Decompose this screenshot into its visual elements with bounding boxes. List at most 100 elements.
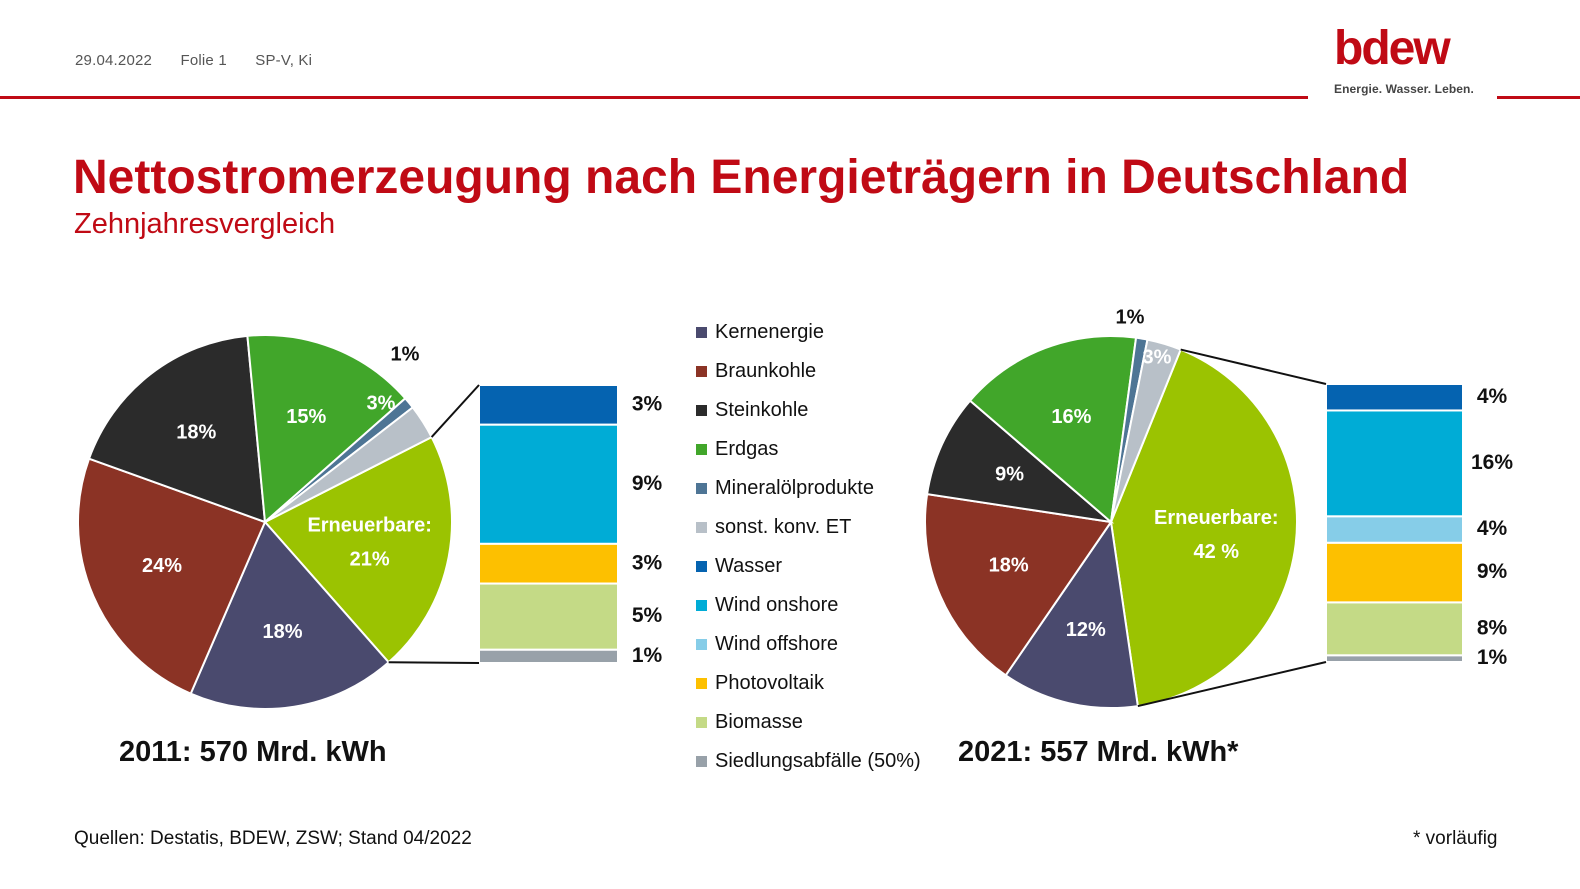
pie-slice: [924, 492, 1113, 677]
slide-number: Folie 1: [180, 52, 227, 69]
legend-label: Steinkohle: [715, 399, 809, 421]
breakdown-segment: [1325, 383, 1464, 412]
breakdown-label: 9%: [632, 472, 663, 495]
slice-label: 1%: [391, 343, 420, 365]
legend-swatch: [696, 483, 707, 494]
breakdown-segment: [478, 648, 619, 664]
breakdown-segment: [1325, 409, 1464, 518]
caption-2011: 2011: 570 Mrd. kWh: [119, 736, 387, 768]
breakdown-label: 16%: [1471, 451, 1513, 474]
pie-slice: [968, 335, 1138, 524]
breakdown-label: 5%: [632, 604, 663, 627]
logo-word: bdew: [1334, 22, 1451, 75]
legend-item: Wind offshore: [696, 625, 921, 664]
legend-item: Biomasse: [696, 703, 921, 742]
legend-swatch: [696, 444, 707, 455]
breakdown-segment: [478, 582, 619, 651]
legend-label: Erdgas: [715, 438, 779, 460]
breakdown-label: 3%: [632, 551, 663, 574]
breakdown-label: 1%: [1477, 646, 1508, 669]
bdew-logo: bdew Energie. Wasser. Leben.: [1334, 22, 1474, 97]
pie-slice: [87, 334, 267, 524]
slice-label: 18%: [176, 422, 216, 444]
legend-swatch: [696, 600, 707, 611]
header-rule-right: [1497, 96, 1580, 99]
slice-label: 9%: [995, 464, 1024, 486]
slice-label: 3%: [1143, 346, 1172, 368]
logo-tagline: Energie. Wasser. Leben.: [1334, 82, 1474, 96]
breakdown-label: 4%: [1477, 385, 1508, 408]
slide-date: 29.04.2022: [75, 52, 153, 69]
slide-meta: 29.04.2022 Folie 1 SP-V, Ki: [75, 52, 336, 69]
breakdown-segment: [478, 542, 619, 585]
breakdown-label: 9%: [1477, 560, 1508, 583]
legend-item: Siedlungsabfälle (50%): [696, 742, 921, 781]
connector-line: [1180, 348, 1327, 385]
legend-item: sonst. konv. ET: [696, 508, 921, 547]
connector-line: [430, 384, 480, 438]
legend-swatch: [696, 522, 707, 533]
legend-label: Siedlungsabfälle (50%): [715, 750, 921, 772]
legend: Kernenergie Braunkohle Steinkohle Erdgas Min…: [696, 313, 921, 781]
breakdown-segment: [478, 423, 619, 545]
slice-label: Erneuerbare:: [1154, 507, 1279, 529]
breakdown-label: 1%: [632, 644, 663, 667]
pie-slice: [1109, 348, 1298, 708]
legend-label: Mineralölprodukte: [715, 477, 874, 499]
pie-slice: [189, 520, 391, 710]
legend-swatch: [696, 327, 707, 338]
header-rule-left: [0, 96, 1308, 99]
legend-label: Biomasse: [715, 711, 803, 733]
breakdown-segment: [1325, 654, 1464, 664]
source-note: Quellen: Destatis, BDEW, ZSW; Stand 04/2…: [74, 828, 472, 849]
pie-slice: [1110, 338, 1182, 523]
connector-line: [388, 661, 480, 664]
legend-swatch: [696, 405, 707, 416]
legend-label: Wind onshore: [715, 594, 839, 616]
pie-slice: [925, 399, 1115, 524]
slice-label: 12%: [1066, 619, 1106, 641]
legend-label: Photovoltaik: [715, 672, 824, 694]
slice-label: 24%: [142, 555, 182, 577]
connector-line: [1137, 661, 1327, 708]
slice-label: 18%: [989, 555, 1029, 577]
breakdown-segment: [478, 384, 619, 426]
breakdown-label: 4%: [1477, 517, 1508, 540]
slice-label: 3%: [367, 392, 396, 414]
pie-slice: [77, 457, 267, 695]
legend-item: Mineralölprodukte: [696, 469, 921, 508]
legend-item: Steinkohle: [696, 391, 921, 430]
legend-item: Photovoltaik: [696, 664, 921, 703]
legend-swatch: [696, 678, 707, 689]
page-subtitle: Zehnjahresvergleich: [74, 208, 336, 240]
legend-item: Wind onshore: [696, 586, 921, 625]
slice-label: 1%: [1116, 306, 1145, 328]
legend-swatch: [696, 561, 707, 572]
slice-label: 16%: [1051, 406, 1091, 428]
page-title: Nettostromerzeugung nach Energieträgern …: [73, 151, 1410, 204]
slice-label: 21%: [350, 548, 390, 570]
breakdown-label: 8%: [1477, 616, 1508, 639]
legend-swatch: [696, 366, 707, 377]
legend-label: Wasser: [715, 555, 783, 577]
caption-2021: 2021: 557 Mrd. kWh*: [958, 736, 1239, 768]
pie-slice: [1004, 519, 1139, 709]
legend-swatch: [696, 639, 707, 650]
slice-label: 15%: [286, 406, 326, 428]
breakdown-segment: [1325, 515, 1464, 544]
legend-label: Braunkohle: [715, 360, 817, 382]
legend-label: Wind offshore: [715, 633, 839, 655]
pie-slice: [246, 334, 407, 525]
legend-label: Kernenergie: [715, 321, 824, 343]
slide-author: SP-V, Ki: [255, 52, 313, 69]
legend-label: sonst. konv. ET: [715, 516, 852, 538]
legend-swatch: [696, 756, 707, 767]
pie-slice: [263, 435, 453, 664]
legend-item: Braunkohle: [696, 352, 921, 391]
legend-item: Wasser: [696, 547, 921, 586]
breakdown-segment: [1325, 601, 1464, 657]
slice-label: Erneuerbare:: [307, 514, 432, 536]
breakdown-label: 3%: [632, 392, 663, 415]
legend-item: Erdgas: [696, 430, 921, 469]
